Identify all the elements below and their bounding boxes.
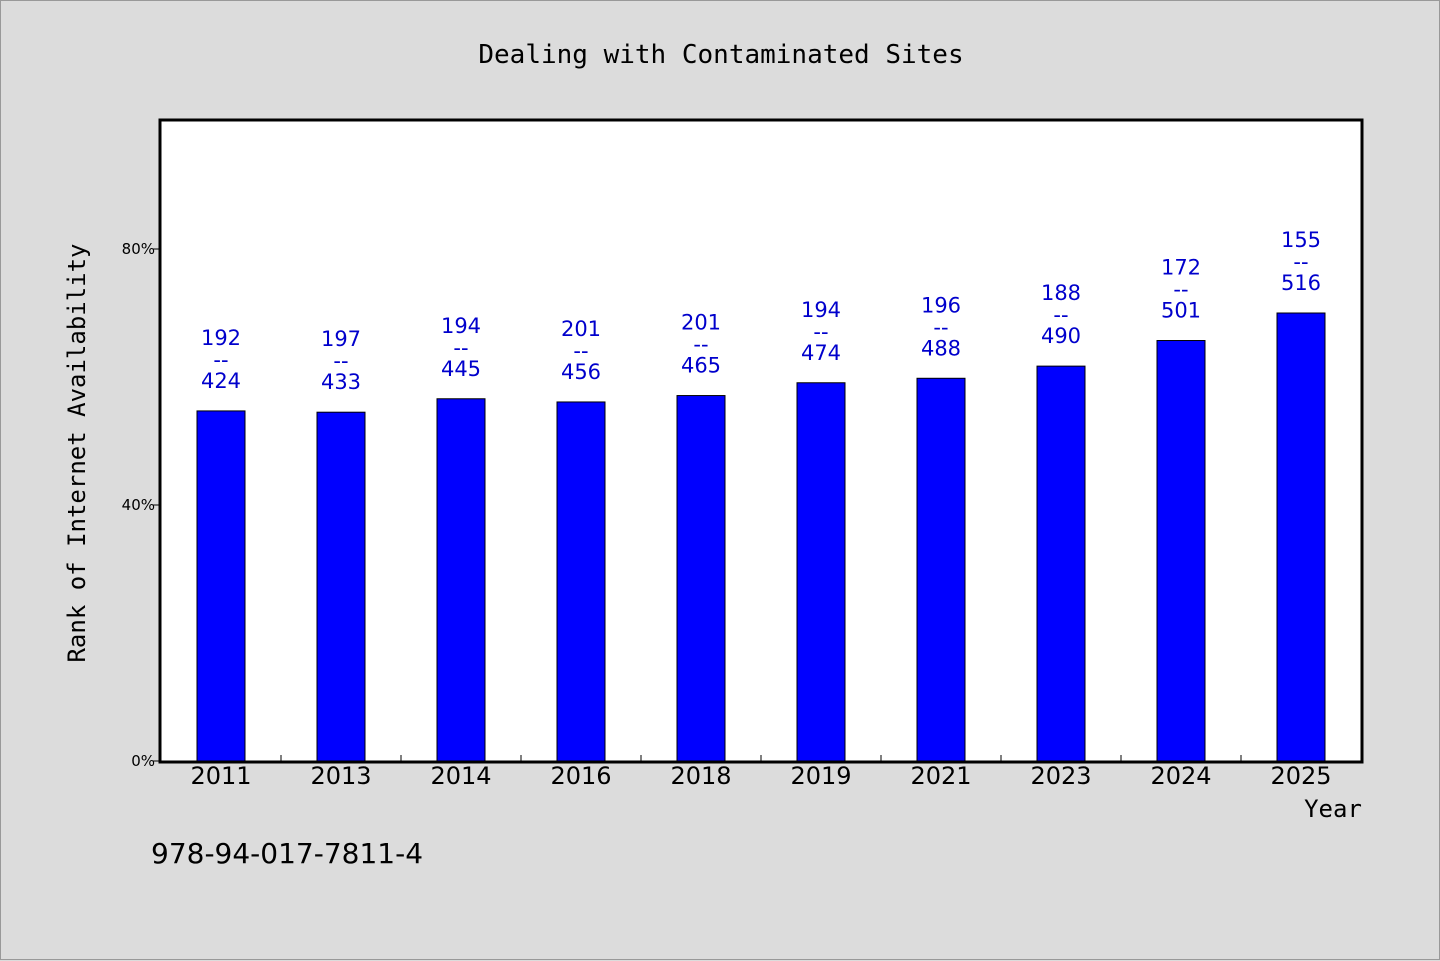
data-label-bottom: 516 xyxy=(1281,271,1321,295)
data-label-bottom: 490 xyxy=(1041,324,1081,348)
bar xyxy=(916,377,966,762)
data-label-top: 197 xyxy=(321,327,361,351)
data-label-separator: -- xyxy=(693,333,708,357)
chart-title: Dealing with Contaminated Sites xyxy=(478,40,963,70)
data-label-separator: -- xyxy=(1293,250,1308,274)
bar-series xyxy=(196,312,1326,762)
x-tick-label: 2014 xyxy=(430,762,491,790)
data-label-bottom: 445 xyxy=(441,357,481,381)
data-label-top: 188 xyxy=(1041,281,1081,305)
bar xyxy=(1036,365,1086,762)
bar xyxy=(676,395,726,762)
bar xyxy=(1156,340,1206,762)
data-label-separator: -- xyxy=(1173,278,1188,302)
x-tick-label: 2019 xyxy=(790,762,851,790)
data-label-bottom: 474 xyxy=(801,341,841,365)
data-label-separator: -- xyxy=(453,336,468,360)
data-label-top: 194 xyxy=(801,298,841,322)
bar xyxy=(556,401,606,762)
data-label-top: 201 xyxy=(561,317,601,341)
x-axis-label: Year xyxy=(1304,795,1362,823)
x-tick-label: 2025 xyxy=(1270,762,1331,790)
data-label-top: 201 xyxy=(681,311,721,335)
y-tick-label: 40% xyxy=(122,496,155,514)
bar xyxy=(316,411,366,762)
data-label-separator: -- xyxy=(933,315,948,339)
data-label-separator: -- xyxy=(213,348,228,372)
x-tick-label: 2023 xyxy=(1030,762,1091,790)
x-tick-label: 2011 xyxy=(190,762,251,790)
data-label-bottom: 465 xyxy=(681,354,721,378)
x-tick-label: 2016 xyxy=(550,762,611,790)
data-label-bottom: 424 xyxy=(201,369,241,393)
x-tick-label: 2018 xyxy=(670,762,731,790)
x-axis: 2011 2013 2014 2016 2018 2019 2021 2023 2024 2025 xyxy=(190,755,1332,790)
x-tick-label: 2021 xyxy=(910,762,971,790)
data-labels: 192--424197--433194--445201--456201--465… xyxy=(201,228,1321,394)
y-axis-label: Rank of Internet Availability xyxy=(63,243,91,662)
data-label-top: 194 xyxy=(441,314,481,338)
data-label-top: 196 xyxy=(921,293,961,317)
data-label-bottom: 501 xyxy=(1161,299,1201,323)
bar xyxy=(796,382,846,762)
bar xyxy=(436,398,486,762)
x-tick-label: 2024 xyxy=(1150,762,1211,790)
bar xyxy=(1276,312,1326,762)
bar xyxy=(196,410,246,762)
data-label-separator: -- xyxy=(1053,303,1068,327)
data-label-bottom: 433 xyxy=(321,370,361,394)
data-label-top: 155 xyxy=(1281,228,1321,252)
y-tick-label: 0% xyxy=(131,752,155,770)
y-tick-label: 80% xyxy=(122,240,155,258)
data-label-top: 172 xyxy=(1161,256,1201,280)
data-label-separator: -- xyxy=(573,339,588,363)
y-axis: 0% 40% 80% xyxy=(122,240,161,770)
data-label-separator: -- xyxy=(813,320,828,344)
data-label-bottom: 456 xyxy=(561,360,601,384)
data-label-bottom: 488 xyxy=(921,336,961,360)
data-label-top: 192 xyxy=(201,326,241,350)
data-label-separator: -- xyxy=(333,349,348,373)
isbn-text: 978-94-017-7811-4 xyxy=(151,837,423,870)
x-tick-label: 2013 xyxy=(310,762,371,790)
